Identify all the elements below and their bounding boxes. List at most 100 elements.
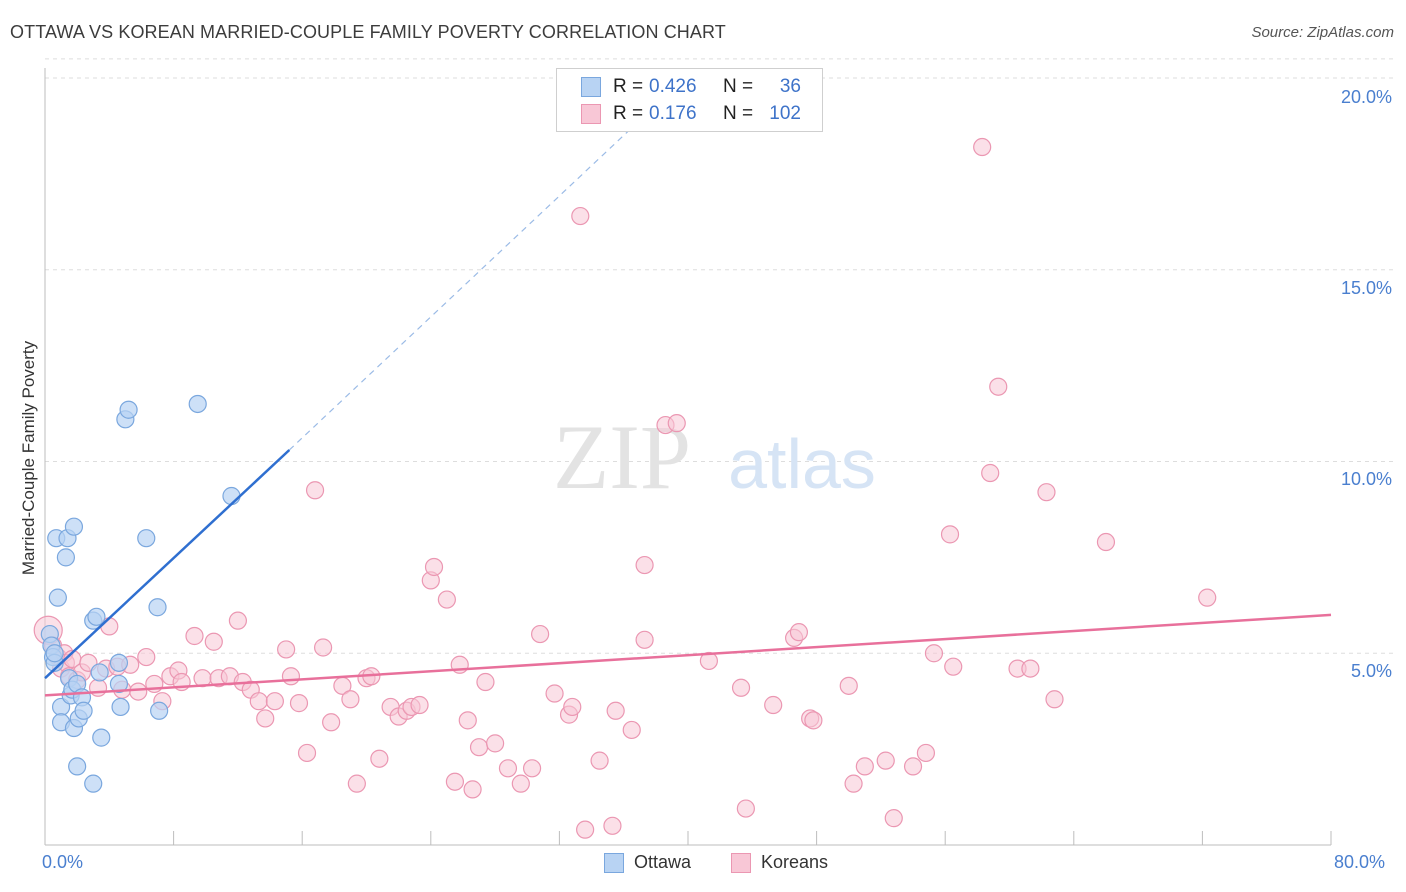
bottom-legend-koreans[interactable]: Koreans bbox=[731, 852, 828, 873]
ottawa-point bbox=[188, 394, 207, 414]
koreans-point bbox=[469, 738, 489, 757]
koreans-point bbox=[445, 772, 465, 791]
y-tick-label-15: 15.0% bbox=[1340, 278, 1392, 298]
ottawa-point bbox=[119, 400, 138, 419]
ottawa-point bbox=[109, 653, 129, 672]
koreans-point bbox=[289, 694, 309, 713]
legend-row-koreans: R = 0.176 N = 102 bbox=[581, 102, 801, 126]
y-tick-label-5: 5.0% bbox=[1350, 661, 1392, 681]
x-tick-label-max: 80.0% bbox=[1334, 852, 1386, 872]
ottawa-point bbox=[45, 644, 64, 663]
koreans-point bbox=[981, 463, 1000, 483]
koreans-point bbox=[1198, 588, 1217, 607]
trend-lines bbox=[44, 127, 1332, 697]
koreans-point bbox=[463, 780, 482, 799]
koreans-point bbox=[281, 667, 301, 686]
legend-r-value: 0.426 bbox=[649, 76, 697, 97]
koreans-point bbox=[511, 774, 530, 793]
bottom-legend-ottawa[interactable]: Ottawa bbox=[604, 852, 691, 873]
koreans-point bbox=[265, 692, 284, 711]
koreans-point bbox=[1037, 483, 1056, 502]
ottawa-point bbox=[56, 548, 75, 567]
koreans-point bbox=[563, 697, 582, 717]
ottawa-trend-extension bbox=[288, 127, 633, 451]
ottawa-point bbox=[74, 701, 93, 720]
ottawa-point bbox=[137, 529, 156, 548]
ottawa-point bbox=[64, 517, 84, 536]
koreans-point bbox=[844, 774, 863, 793]
koreans-point bbox=[764, 695, 783, 715]
ottawa-point bbox=[84, 774, 103, 793]
koreans-point bbox=[204, 632, 223, 651]
koreans-point bbox=[855, 757, 874, 776]
koreans-point bbox=[667, 414, 686, 433]
ottawa-point bbox=[90, 663, 109, 682]
watermark: ZIP atlas bbox=[553, 406, 876, 508]
koreans-point bbox=[498, 759, 518, 778]
ottawa-swatch bbox=[581, 77, 601, 97]
legend-r-label: R = bbox=[613, 103, 644, 124]
source-label: Source: ZipAtlas.com bbox=[1251, 24, 1394, 41]
koreans-point bbox=[297, 743, 317, 763]
koreans-swatch bbox=[581, 104, 601, 124]
ottawa-point bbox=[92, 728, 111, 747]
koreans-point bbox=[884, 809, 903, 828]
koreans-point bbox=[622, 720, 641, 740]
koreans-point bbox=[249, 692, 268, 711]
chart-title: OTTAWA VS KOREAN MARRIED-COUPLE FAMILY P… bbox=[10, 22, 726, 42]
koreans-point bbox=[973, 137, 992, 157]
koreans-point bbox=[424, 557, 444, 577]
ottawa-swatch bbox=[604, 852, 624, 873]
axes bbox=[44, 68, 1332, 846]
koreans-point bbox=[256, 709, 275, 728]
koreans-point bbox=[1021, 659, 1040, 678]
koreans-point bbox=[731, 678, 751, 697]
ottawa-point bbox=[87, 607, 106, 626]
koreans-point bbox=[940, 525, 960, 544]
koreans-point bbox=[989, 377, 1008, 396]
koreans-point bbox=[185, 626, 204, 646]
koreans-point bbox=[876, 751, 895, 770]
koreans-point bbox=[576, 820, 595, 839]
koreans-point bbox=[458, 711, 477, 730]
koreans-point bbox=[476, 672, 495, 692]
ottawa-point bbox=[109, 674, 129, 694]
ottawa-trend-line bbox=[44, 449, 291, 680]
ottawa-point bbox=[148, 598, 167, 617]
ottawa-points bbox=[40, 394, 241, 793]
koreans-point bbox=[410, 695, 429, 715]
koreans-point bbox=[590, 751, 609, 770]
koreans-point bbox=[370, 749, 389, 768]
koreans-point bbox=[916, 743, 936, 763]
koreans-point bbox=[1096, 532, 1116, 552]
ottawa-point bbox=[68, 757, 87, 776]
legend-n-value: 102 bbox=[769, 103, 801, 124]
koreans-point bbox=[313, 638, 333, 657]
legend-r-label: R = bbox=[613, 76, 644, 97]
koreans-swatch bbox=[731, 852, 751, 873]
ottawa-point bbox=[48, 588, 67, 607]
correlation-legend: R = 0.426 N = 36 R = 0.176 N = 102 bbox=[556, 68, 823, 132]
koreans-point bbox=[531, 624, 550, 644]
koreans-point bbox=[839, 676, 858, 695]
x-tick-label-min: 0.0% bbox=[42, 852, 84, 872]
legend-label-ottawa: Ottawa bbox=[634, 852, 692, 872]
koreans-point bbox=[486, 734, 505, 753]
koreans-point bbox=[606, 701, 625, 720]
koreans-point bbox=[635, 555, 654, 575]
koreans-point bbox=[571, 206, 590, 226]
koreans-point bbox=[129, 682, 148, 701]
koreans-point bbox=[305, 481, 325, 500]
legend-r-value: 0.176 bbox=[649, 103, 697, 124]
koreans-point bbox=[1045, 690, 1064, 709]
koreans-point bbox=[322, 713, 341, 732]
koreans-point bbox=[699, 651, 718, 671]
koreans-point bbox=[277, 640, 296, 659]
koreans-point bbox=[437, 590, 456, 609]
legend-label-koreans: Koreans bbox=[761, 852, 829, 872]
koreans-point bbox=[522, 759, 542, 778]
koreans-point bbox=[736, 799, 755, 818]
ottawa-point bbox=[150, 701, 169, 720]
y-tick-label-10: 10.0% bbox=[1340, 469, 1392, 489]
koreans-point bbox=[944, 657, 963, 676]
